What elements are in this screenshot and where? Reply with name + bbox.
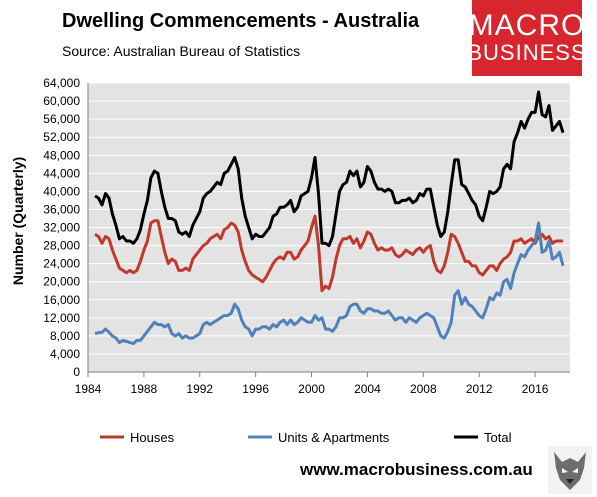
y-tick-label: 64,000 xyxy=(43,76,80,90)
x-tick-label: 2000 xyxy=(298,382,325,396)
logo-line-2: BUSINESS xyxy=(467,40,587,65)
y-tick-label: 0 xyxy=(73,365,80,379)
y-tick-label: 56,000 xyxy=(43,112,80,126)
legend-label-units-apartments: Units & Apartments xyxy=(278,430,390,445)
y-tick-label: 24,000 xyxy=(43,257,80,271)
x-tick-label: 2012 xyxy=(466,382,493,396)
x-tick-label: 1996 xyxy=(242,382,269,396)
y-tick-label: 16,000 xyxy=(43,293,80,307)
y-tick-label: 48,000 xyxy=(43,148,80,162)
legend-label-houses: Houses xyxy=(130,430,175,445)
y-tick-label: 28,000 xyxy=(43,239,80,253)
y-tick-label: 12,000 xyxy=(43,311,80,325)
chart-subtitle: Source: Australian Bureau of Statistics xyxy=(62,43,301,59)
y-tick-label: 52,000 xyxy=(43,130,80,144)
footer-url: www.macrobusiness.com.au xyxy=(300,460,533,479)
x-tick-label: 2016 xyxy=(522,382,549,396)
wolf-icon xyxy=(548,446,592,494)
series-line-total xyxy=(94,90,565,248)
x-tick-label: 2004 xyxy=(354,382,381,396)
y-axis-label: Number (Quarterly) xyxy=(10,157,26,285)
x-tick-label: 1988 xyxy=(131,382,158,396)
y-tick-label: 32,000 xyxy=(43,221,80,235)
series-line-houses xyxy=(94,214,563,293)
y-tick-label: 40,000 xyxy=(43,184,80,198)
y-tick-label: 20,000 xyxy=(43,275,80,289)
logo-line-1: MACRO xyxy=(468,9,586,42)
x-tick-label: 1992 xyxy=(186,382,213,396)
series-line-units-apartments xyxy=(94,221,565,346)
x-tick-label: 1984 xyxy=(75,382,102,396)
y-tick-label: 44,000 xyxy=(43,166,80,180)
y-tick-label: 60,000 xyxy=(43,94,80,108)
chart-title: Dwelling Commencements - Australia xyxy=(62,10,420,32)
y-tick-label: 36,000 xyxy=(43,202,80,216)
x-tick-label: 2008 xyxy=(410,382,437,396)
y-tick-label: 8,000 xyxy=(50,329,80,343)
y-tick-label: 4,000 xyxy=(50,347,80,361)
macrobusiness-logo: MACRO BUSINESS xyxy=(467,0,586,76)
legend-label-total: Total xyxy=(484,430,512,445)
